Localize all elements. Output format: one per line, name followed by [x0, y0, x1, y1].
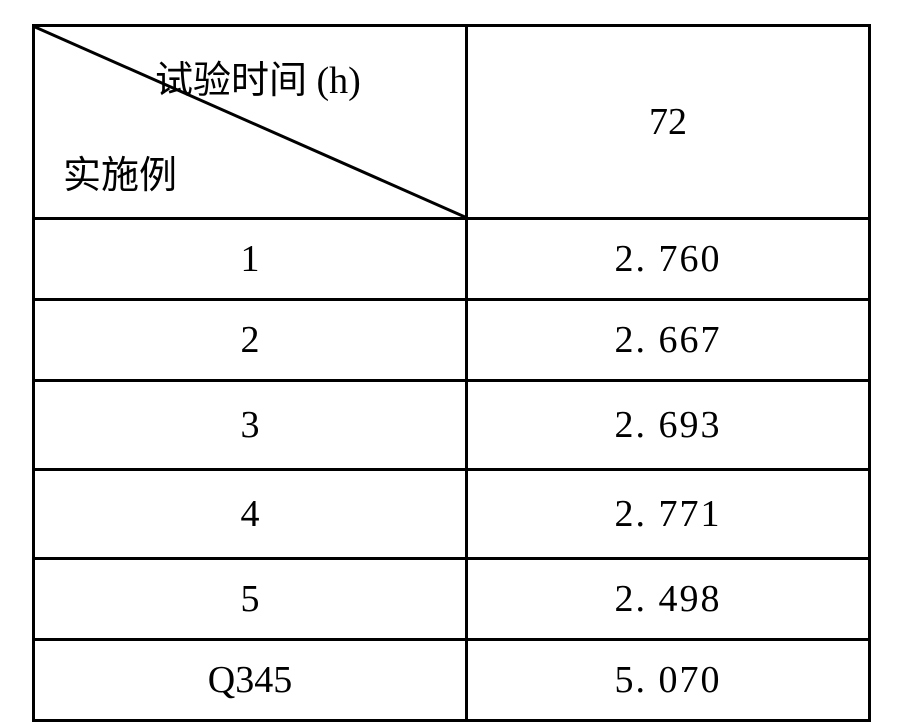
row-label: 5: [34, 559, 467, 640]
row-value: 2. 667: [467, 300, 870, 381]
table-row: 5 2. 498: [34, 559, 870, 640]
row-label: Q345: [34, 640, 467, 721]
header-diagonal-cell: 试验时间 (h) 实施例: [34, 26, 467, 219]
row-value: 5. 070: [467, 640, 870, 721]
header-bottom-label: 实施例: [63, 144, 177, 199]
data-table: 试验时间 (h) 实施例 72 1 2. 760 2 2. 667 3 2. 6…: [32, 24, 871, 722]
row-value: 2. 693: [467, 381, 870, 470]
row-label: 1: [34, 219, 467, 300]
row-label: 4: [34, 470, 467, 559]
row-value: 2. 771: [467, 470, 870, 559]
row-value: 2. 498: [467, 559, 870, 640]
header-time-value: 72: [467, 26, 870, 219]
table-row: 3 2. 693: [34, 381, 870, 470]
header-top-label: 试验时间 (h): [155, 49, 361, 104]
row-value: 2. 760: [467, 219, 870, 300]
table-header-row: 试验时间 (h) 实施例 72: [34, 26, 870, 219]
table-row: 1 2. 760: [34, 219, 870, 300]
row-label: 3: [34, 381, 467, 470]
table-row: 2 2. 667: [34, 300, 870, 381]
row-label: 2: [34, 300, 467, 381]
table-row: Q345 5. 070: [34, 640, 870, 721]
table-row: 4 2. 771: [34, 470, 870, 559]
